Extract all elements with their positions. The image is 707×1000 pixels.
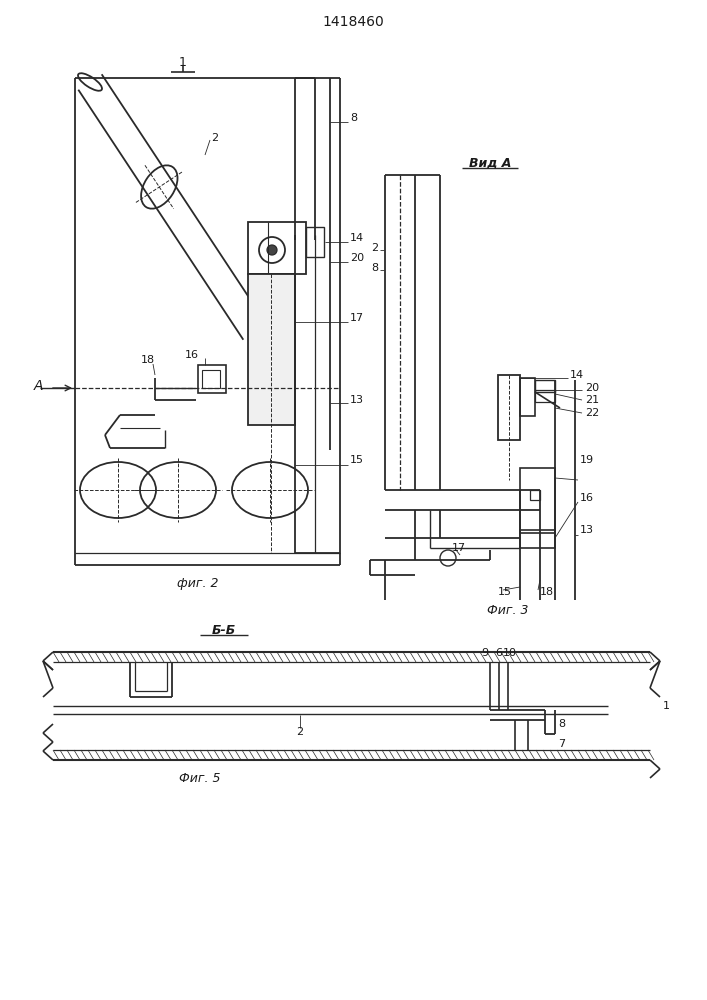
Text: 1: 1 (179, 55, 187, 68)
Bar (535, 380, 555, 392)
Text: 10: 10 (503, 648, 517, 658)
Text: 2: 2 (296, 727, 303, 737)
Text: 13: 13 (580, 525, 594, 535)
Text: 16: 16 (185, 350, 199, 360)
Bar (535, 390, 555, 402)
Text: 19: 19 (580, 455, 594, 465)
Bar (248, 274, 295, 425)
Bar (498, 375, 520, 440)
Text: Б-Б: Б-Б (212, 624, 236, 637)
Circle shape (267, 245, 277, 255)
Text: 8: 8 (558, 719, 565, 729)
Text: 15: 15 (350, 455, 364, 465)
Bar (306, 227, 324, 257)
Bar (198, 365, 226, 393)
Bar (248, 222, 306, 274)
Text: 13: 13 (350, 395, 364, 405)
Text: Фиг. 5: Фиг. 5 (180, 772, 221, 784)
Text: 15: 15 (498, 587, 512, 597)
Text: Вид А: Вид А (469, 156, 511, 169)
Text: 7: 7 (558, 739, 565, 749)
Text: 17: 17 (452, 543, 466, 553)
Bar (202, 370, 220, 388)
Bar (520, 468, 555, 533)
Text: A: A (33, 379, 42, 393)
Text: 17: 17 (350, 313, 364, 323)
Bar (520, 378, 535, 416)
Text: 18: 18 (141, 355, 155, 365)
Text: 21: 21 (585, 395, 599, 405)
Text: 1418460: 1418460 (322, 15, 384, 29)
Text: фиг. 2: фиг. 2 (177, 576, 218, 589)
Bar (530, 490, 540, 500)
Text: 6: 6 (496, 648, 503, 658)
Text: Фиг. 3: Фиг. 3 (487, 603, 529, 616)
Text: 2: 2 (371, 243, 378, 253)
Text: 22: 22 (585, 408, 600, 418)
Text: 8: 8 (350, 113, 357, 123)
Bar (520, 530, 555, 548)
Text: 1: 1 (663, 701, 670, 711)
Text: 20: 20 (585, 383, 599, 393)
Text: 18: 18 (540, 587, 554, 597)
Text: 16: 16 (580, 493, 594, 503)
Text: 14: 14 (350, 233, 364, 243)
Text: 20: 20 (350, 253, 364, 263)
Text: 9: 9 (481, 648, 489, 658)
Text: 14: 14 (570, 370, 584, 380)
Text: 2: 2 (211, 133, 218, 143)
Text: 8: 8 (371, 263, 378, 273)
